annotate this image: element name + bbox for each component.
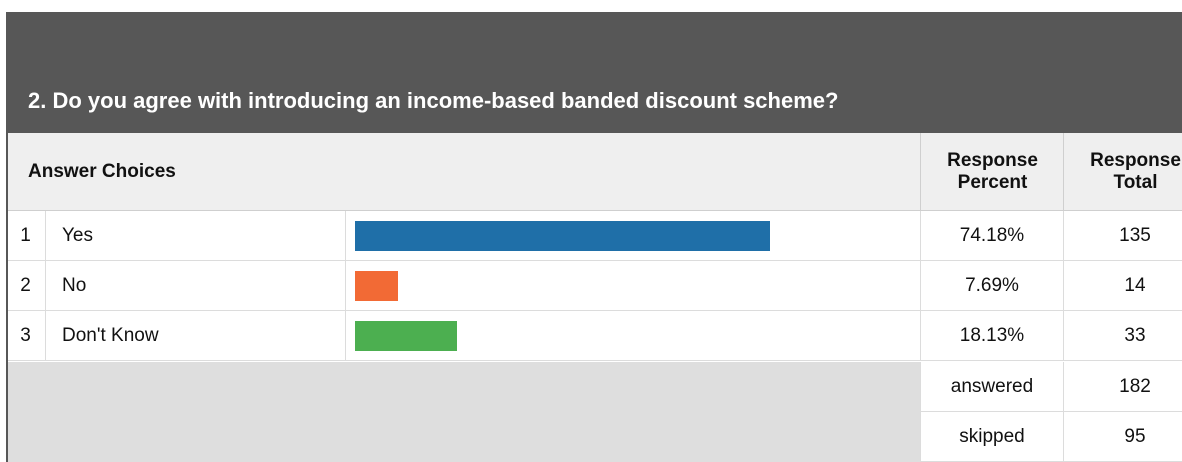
response-total-header: Response Total — [1063, 133, 1182, 211]
response-percent-header: Response Percent — [920, 133, 1064, 211]
answered-row: answered 182 — [920, 362, 1182, 412]
skipped-row: skipped 95 — [920, 412, 1182, 462]
question-header: 2. Do you agree with introducing an inco… — [6, 12, 1182, 133]
percent-value: 7.69% — [920, 261, 1063, 311]
total-value: 33 — [1063, 311, 1182, 361]
row-number: 1 — [6, 211, 46, 261]
answered-label: answered — [920, 362, 1063, 412]
question-title: 2. Do you agree with introducing an inco… — [28, 88, 838, 114]
bar-no — [355, 271, 398, 301]
answer-label: No — [62, 261, 86, 311]
percent-value: 18.13% — [920, 311, 1063, 361]
bar-cell — [345, 261, 920, 311]
answer-label: Don't Know — [62, 311, 159, 361]
survey-question-panel: 2. Do you agree with introducing an inco… — [6, 12, 1182, 462]
answered-value: 182 — [1063, 362, 1182, 412]
response-percent-header-text: Response Percent — [938, 150, 1048, 194]
skipped-value: 95 — [1063, 412, 1182, 462]
response-total-header-text: Response Total — [1081, 150, 1182, 194]
total-value: 135 — [1063, 211, 1182, 261]
summary-filler — [6, 362, 920, 462]
row-number: 2 — [6, 261, 46, 311]
row-number: 3 — [6, 311, 46, 361]
table-row: 3 Don't Know 18.13% 33 — [6, 311, 1182, 361]
bar-dont-know — [355, 321, 457, 351]
column-header-row: Answer Choices Response Percent Response… — [6, 133, 1182, 211]
percent-value: 74.18% — [920, 211, 1063, 261]
answer-choices-header: Answer Choices — [28, 161, 176, 183]
table-row: 1 Yes 74.18% 135 — [6, 211, 1182, 261]
skipped-label: skipped — [920, 412, 1063, 462]
table-row: 2 No 7.69% 14 — [6, 261, 1182, 311]
left-border — [6, 12, 8, 462]
answer-label: Yes — [62, 211, 93, 261]
bar-yes — [355, 221, 770, 251]
bar-cell — [345, 211, 920, 261]
bar-cell — [345, 311, 920, 361]
total-value: 14 — [1063, 261, 1182, 311]
